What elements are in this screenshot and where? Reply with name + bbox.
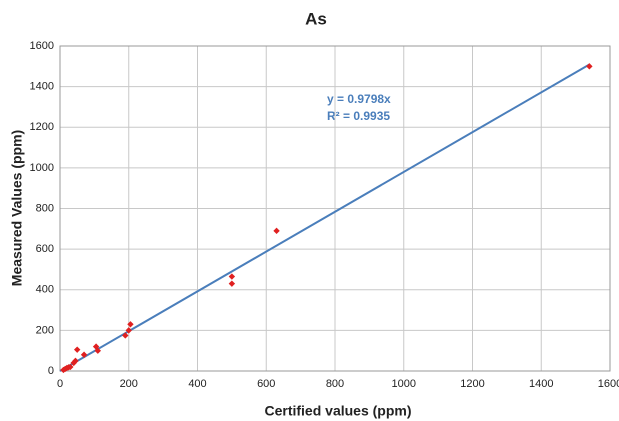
x-tick-label: 800 xyxy=(326,378,344,390)
x-tick-label: 1200 xyxy=(460,378,484,390)
data-point xyxy=(72,357,79,365)
data-point xyxy=(67,363,74,371)
x-tick-label: 1600 xyxy=(598,378,619,390)
plot-border xyxy=(59,45,611,372)
x-tick-label: 1400 xyxy=(529,378,553,390)
chart-title: As xyxy=(305,9,327,28)
y-tick-label: 600 xyxy=(36,243,54,255)
y-axis-label: Measured Values (ppm) xyxy=(9,130,25,286)
y-tick-label: 1200 xyxy=(30,121,54,133)
x-tick-label: 0 xyxy=(57,378,63,390)
y-tick-label: 1000 xyxy=(30,162,54,174)
x-tick-label: 200 xyxy=(120,378,138,390)
y-tick-label: 800 xyxy=(36,202,54,214)
data-point xyxy=(586,63,593,70)
x-tick-label: 400 xyxy=(188,378,206,390)
x-tick-label: 1000 xyxy=(392,378,416,390)
data-point xyxy=(80,351,88,358)
x-axis-label: Certified values (ppm) xyxy=(264,403,411,419)
y-tick-label: 0 xyxy=(48,365,54,377)
data-point xyxy=(73,346,81,353)
r-squared: R² = 0.9935 xyxy=(327,109,390,123)
data-point xyxy=(94,347,102,354)
data-point xyxy=(228,273,236,280)
equation: y = 0.9798x xyxy=(327,92,391,106)
data-point xyxy=(125,327,132,334)
trendline xyxy=(59,63,590,372)
x-tick-label: 600 xyxy=(257,378,275,390)
data-point xyxy=(228,280,236,287)
data-point xyxy=(122,332,129,339)
data-point xyxy=(273,227,280,235)
y-tick-label: 200 xyxy=(36,324,54,336)
y-tick-label: 1400 xyxy=(30,81,54,93)
data-point xyxy=(127,321,134,328)
y-tick-label: 1600 xyxy=(30,40,54,52)
y-tick-label: 400 xyxy=(36,284,54,296)
